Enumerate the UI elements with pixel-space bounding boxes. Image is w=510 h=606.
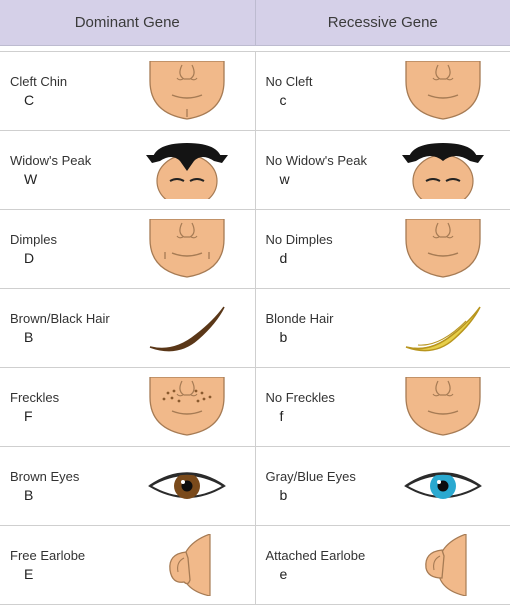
recessive-cell: Blonde Hair b <box>256 289 510 367</box>
recessive-trait-label: Blonde Hair <box>266 311 384 326</box>
eye-dominant-icon <box>128 453 247 519</box>
dominant-cell: Free Earlobe E <box>0 526 256 604</box>
dominant-cell: Brown/Black Hair B <box>0 289 256 367</box>
dominant-trait-label: Dimples <box>10 232 128 247</box>
recessive-cell: No Widow's Peak w <box>256 131 510 209</box>
trait-row: Dimples D No Dimples d <box>0 210 510 289</box>
dominant-allele-label: B <box>10 329 128 345</box>
recessive-allele-label: d <box>266 250 384 266</box>
dominant-allele-label: W <box>10 171 128 187</box>
dominant-allele-label: D <box>10 250 128 266</box>
trait-row: Brown Eyes B Gray/Blue Eyes b <box>0 447 510 526</box>
recessive-cell: Gray/Blue Eyes b <box>256 447 510 525</box>
recessive-allele-label: w <box>266 171 384 187</box>
dimple-dominant-icon <box>128 216 247 282</box>
chin-dominant-icon <box>128 58 247 124</box>
freckles-dominant-icon <box>128 374 247 440</box>
header-recessive: Recessive Gene <box>256 0 510 45</box>
dominant-allele-label: C <box>10 92 128 108</box>
dominant-trait-label: Brown/Black Hair <box>10 311 128 326</box>
dominant-cell: Brown Eyes B <box>0 447 256 525</box>
trait-row: Free Earlobe E Attached Earlobe e <box>0 526 510 605</box>
dominant-trait-label: Widow's Peak <box>10 153 128 168</box>
hair-dominant-icon <box>128 295 247 361</box>
recessive-cell: No Dimples d <box>256 210 510 288</box>
recessive-trait-label: Gray/Blue Eyes <box>266 469 384 484</box>
dominant-cell: Freckles F <box>0 368 256 446</box>
hairline-recessive-icon <box>384 137 503 203</box>
recessive-cell: Attached Earlobe e <box>256 526 510 604</box>
recessive-allele-label: b <box>266 329 384 345</box>
hair-recessive-icon <box>384 295 503 361</box>
recessive-trait-label: No Widow's Peak <box>266 153 384 168</box>
dominant-trait-label: Cleft Chin <box>10 74 128 89</box>
recessive-trait-label: No Cleft <box>266 74 384 89</box>
dominant-cell: Cleft Chin C <box>0 52 256 130</box>
chin-recessive-icon <box>384 58 503 124</box>
recessive-cell: No Cleft c <box>256 52 510 130</box>
dominant-allele-label: E <box>10 566 128 582</box>
dominant-cell: Widow's Peak W <box>0 131 256 209</box>
dominant-allele-label: B <box>10 487 128 503</box>
recessive-allele-label: b <box>266 487 384 503</box>
trait-row: Cleft Chin C No Cleft c <box>0 52 510 131</box>
recessive-allele-label: c <box>266 92 384 108</box>
dominant-cell: Dimples D <box>0 210 256 288</box>
dominant-trait-label: Freckles <box>10 390 128 405</box>
freckles-recessive-icon <box>384 374 503 440</box>
dominant-allele-label: F <box>10 408 128 424</box>
trait-row: Brown/Black Hair B Blonde Hair b <box>0 289 510 368</box>
trait-row: Widow's Peak W No Widow's Peak w <box>0 131 510 210</box>
recessive-allele-label: f <box>266 408 384 424</box>
eye-recessive-icon <box>384 453 503 519</box>
recessive-trait-label: No Freckles <box>266 390 384 405</box>
ear-dominant-icon <box>128 532 247 598</box>
recessive-trait-label: No Dimples <box>266 232 384 247</box>
hairline-dominant-icon <box>128 137 247 203</box>
dominant-trait-label: Brown Eyes <box>10 469 128 484</box>
recessive-cell: No Freckles f <box>256 368 510 446</box>
ear-recessive-icon <box>384 532 503 598</box>
recessive-allele-label: e <box>266 566 384 582</box>
trait-row: Freckles F No Freckles f <box>0 368 510 447</box>
dimple-recessive-icon <box>384 216 503 282</box>
recessive-trait-label: Attached Earlobe <box>266 548 384 563</box>
header-dominant: Dominant Gene <box>0 0 256 45</box>
dominant-trait-label: Free Earlobe <box>10 548 128 563</box>
